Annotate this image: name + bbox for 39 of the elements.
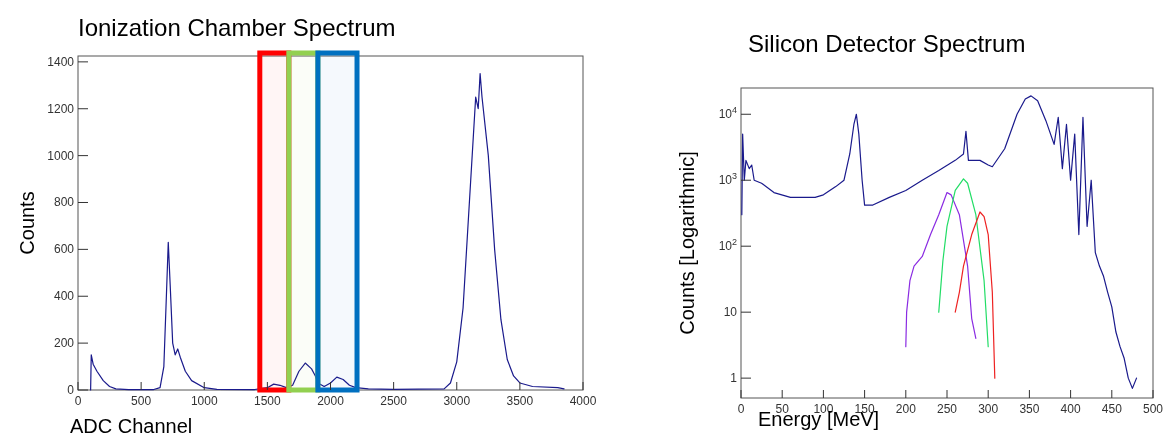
x-tick-label: 500	[131, 394, 152, 408]
y-axis-title: Counts	[16, 191, 38, 255]
y-axis-title: Counts [Logarithmic]	[676, 151, 698, 335]
y-tick-label: 1000	[47, 148, 75, 163]
y-tick-label: 200	[53, 336, 75, 351]
x-tick-label: 300	[978, 402, 999, 416]
y-tick-label: 10$^{3}$	[718, 171, 737, 188]
y-tick-label: 1	[730, 371, 738, 386]
x-tick-label: 1500	[254, 394, 282, 408]
y-tick-label: 1200	[47, 101, 75, 116]
x-tick-label: 3000	[443, 394, 471, 408]
chart-title: Silicon Detector Spectrum	[748, 30, 1026, 57]
y-tick-label: 1400	[47, 54, 75, 69]
line-series	[90, 72, 565, 391]
line-series	[954, 211, 996, 379]
y-tick-label: 10$^{4}$	[718, 105, 737, 122]
y-tick-label: 600	[53, 242, 75, 257]
x-tick-label: 500	[1142, 402, 1164, 416]
y-tick-label: 10	[723, 305, 738, 320]
x-tick-label: 2500	[380, 394, 408, 408]
x-tick-label: 200	[895, 402, 917, 416]
x-tick-label: 50	[775, 402, 790, 416]
x-tick-label: 1000	[190, 394, 218, 408]
y-tick-label: 0	[67, 383, 75, 397]
x-axis-title: ADC Channel	[70, 415, 193, 434]
x-tick-label: 2000	[317, 394, 345, 408]
x-tick-label: 450	[1101, 402, 1123, 416]
line-series	[741, 95, 1138, 389]
x-tick-label: 400	[1060, 402, 1081, 416]
x-tick-label: 3500	[506, 394, 534, 408]
x-tick-label: 250	[936, 402, 958, 416]
x-tick-label: 4000	[569, 394, 597, 408]
x-tick-label: 350	[1019, 402, 1040, 416]
y-tick-label: 10$^{2}$	[718, 237, 737, 254]
y-tick-label: 400	[53, 289, 75, 304]
line-series	[905, 191, 977, 348]
chart-title: Ionization Chamber Spectrum	[78, 14, 396, 41]
line-series	[938, 178, 989, 348]
y-tick-label: 800	[53, 195, 75, 210]
